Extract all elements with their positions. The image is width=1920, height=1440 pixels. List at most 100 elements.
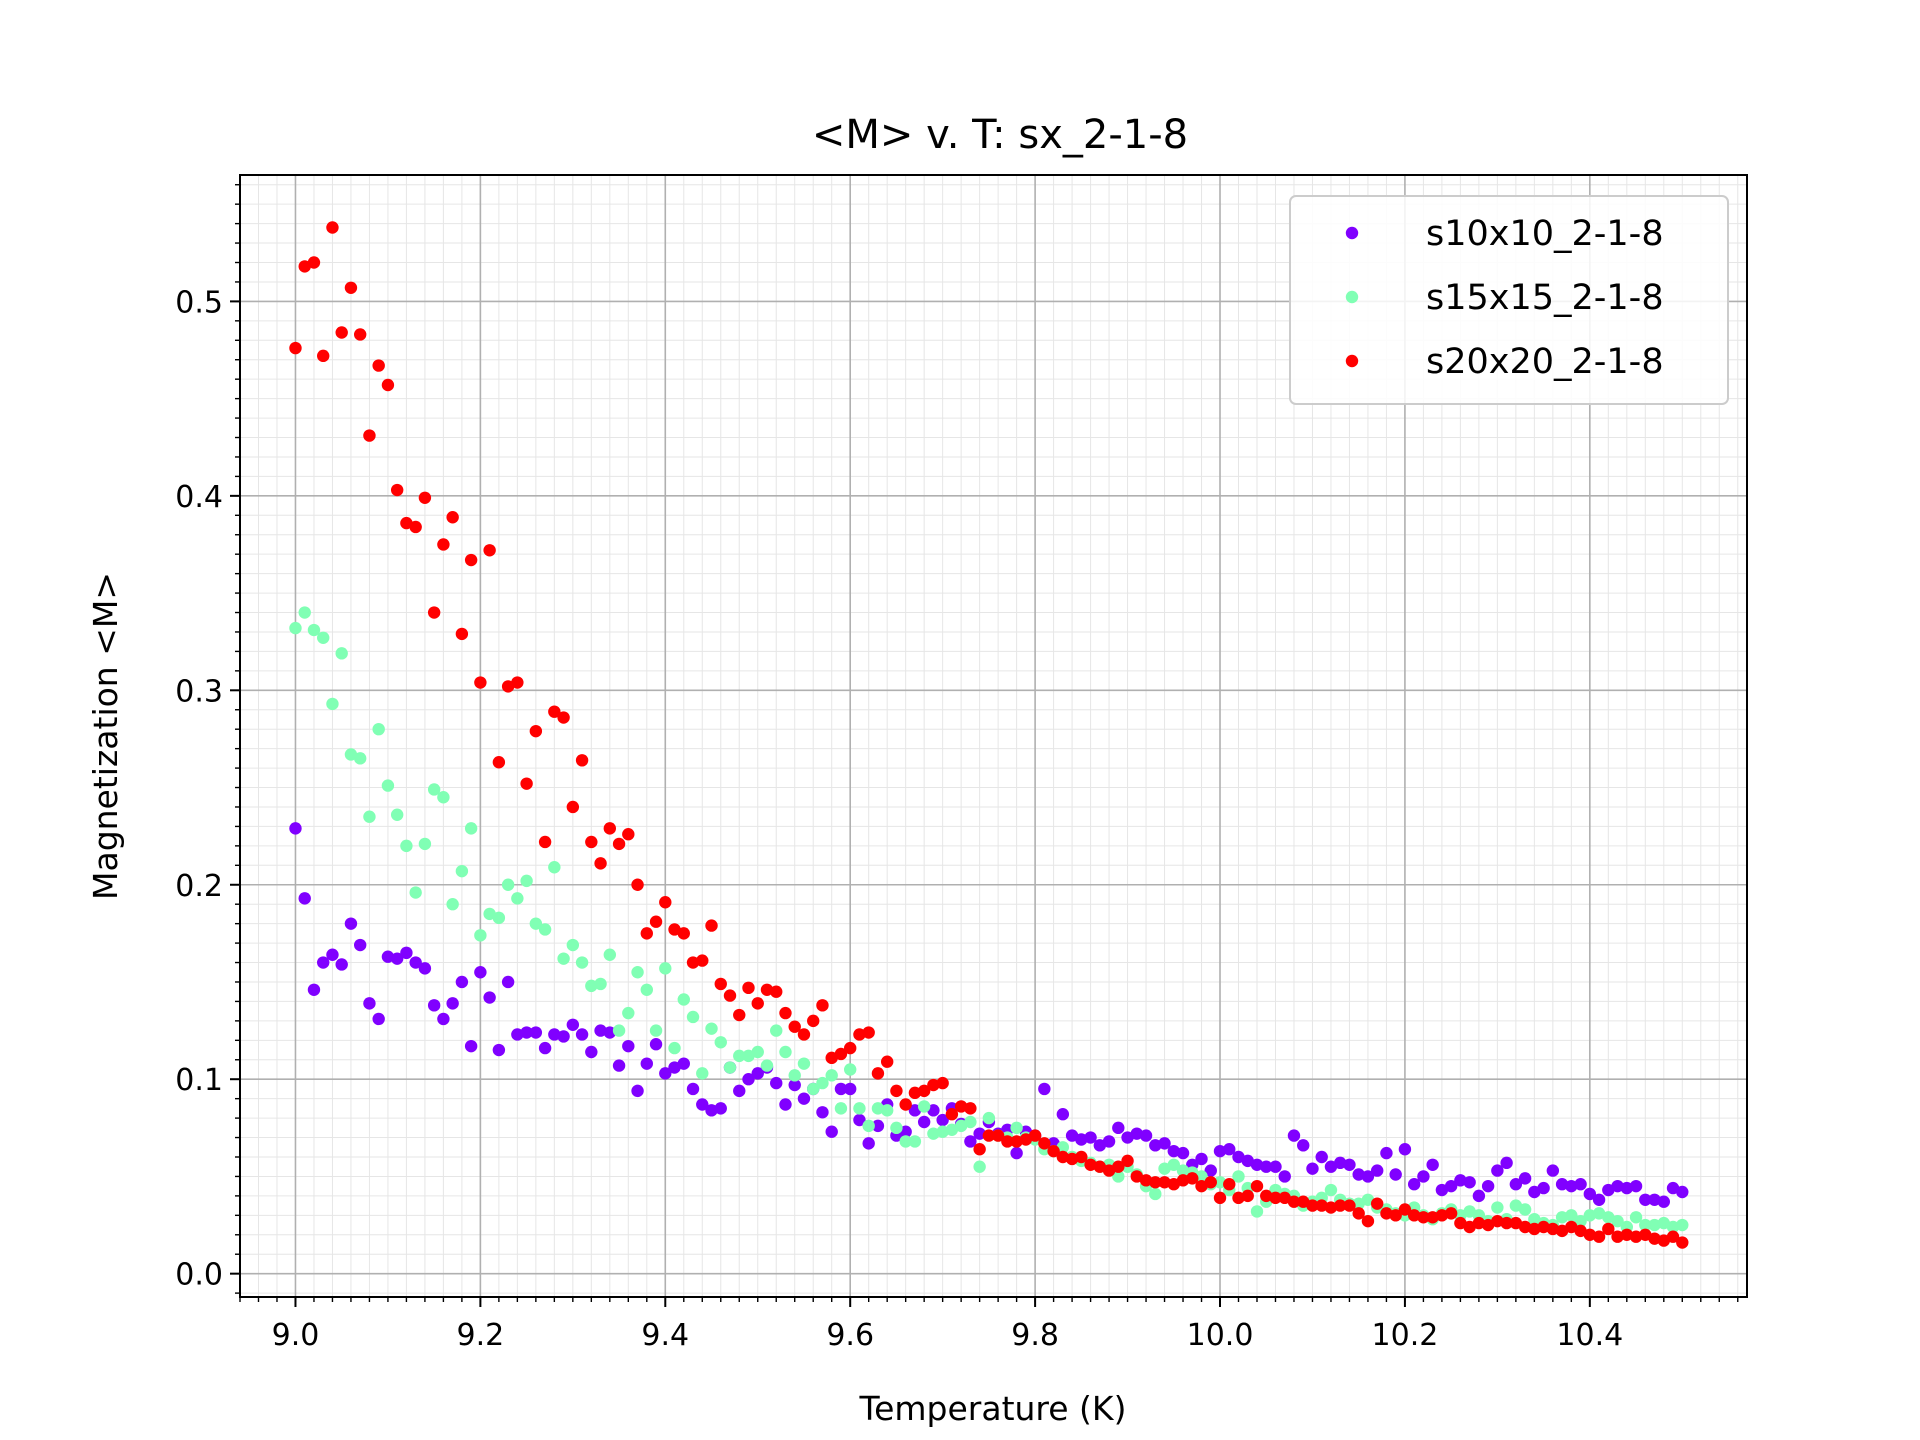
data-point bbox=[400, 946, 413, 960]
data-point bbox=[751, 1045, 764, 1059]
data-point bbox=[372, 359, 385, 372]
data-point bbox=[1370, 1197, 1384, 1210]
data-point bbox=[917, 1115, 931, 1129]
data-point bbox=[1454, 1174, 1467, 1187]
data-point bbox=[908, 1135, 922, 1148]
data-point bbox=[1611, 1179, 1624, 1193]
data-point bbox=[1010, 1121, 1023, 1135]
data-point bbox=[455, 627, 469, 641]
data-point bbox=[1491, 1214, 1504, 1228]
data-point bbox=[557, 952, 570, 965]
data-point bbox=[548, 1028, 561, 1041]
x-tick-label: 9.6 bbox=[826, 1318, 874, 1353]
data-point bbox=[723, 989, 737, 1002]
data-point bbox=[1352, 1207, 1365, 1220]
data-point bbox=[964, 1115, 977, 1129]
data-point bbox=[880, 1055, 894, 1068]
data-point bbox=[964, 1135, 977, 1148]
data-point bbox=[390, 483, 404, 497]
data-point bbox=[1149, 1139, 1162, 1152]
data-point bbox=[770, 1076, 783, 1090]
data-point bbox=[1139, 1174, 1153, 1187]
data-point bbox=[1546, 1222, 1560, 1236]
data-point bbox=[982, 1129, 996, 1142]
data-point bbox=[1639, 1218, 1652, 1232]
data-point bbox=[742, 981, 755, 995]
data-point bbox=[659, 1067, 672, 1080]
x-axis-label: Temperature (K) bbox=[859, 1389, 1127, 1428]
legend-label: s10x10_2-1-8 bbox=[1426, 214, 1664, 254]
x-tick-label: 10.0 bbox=[1187, 1318, 1254, 1353]
data-point bbox=[409, 886, 422, 899]
data-point bbox=[363, 810, 376, 823]
data-point bbox=[834, 1082, 848, 1096]
data-point bbox=[353, 752, 367, 765]
data-point bbox=[788, 1078, 801, 1092]
data-point bbox=[1528, 1222, 1541, 1236]
legend-label: s15x15_2-1-8 bbox=[1426, 278, 1664, 318]
data-point bbox=[954, 1100, 968, 1113]
data-point bbox=[455, 975, 469, 989]
x-tick-label: 10.2 bbox=[1372, 1318, 1439, 1353]
data-point bbox=[807, 1014, 820, 1028]
data-point bbox=[594, 857, 607, 870]
data-point bbox=[585, 1045, 598, 1059]
data-point bbox=[677, 993, 690, 1006]
data-point bbox=[1278, 1170, 1291, 1183]
data-point bbox=[1611, 1230, 1624, 1243]
data-points bbox=[289, 221, 1689, 1249]
data-point bbox=[1426, 1158, 1439, 1171]
data-point bbox=[659, 896, 672, 909]
data-point bbox=[659, 962, 672, 975]
data-point bbox=[649, 915, 663, 928]
data-point bbox=[372, 1012, 385, 1026]
data-point bbox=[1518, 1172, 1532, 1185]
data-point bbox=[1047, 1144, 1060, 1158]
data-point bbox=[788, 1069, 801, 1082]
data-point bbox=[1361, 1214, 1375, 1228]
data-point bbox=[1657, 1195, 1670, 1208]
data-point bbox=[1463, 1176, 1476, 1189]
y-tick-label: 0.2 bbox=[175, 869, 223, 904]
data-point bbox=[1232, 1191, 1245, 1205]
data-point bbox=[575, 754, 589, 767]
data-point bbox=[816, 999, 829, 1012]
x-tick-label: 9.8 bbox=[1011, 1318, 1059, 1353]
data-point bbox=[1518, 1220, 1532, 1234]
data-point bbox=[917, 1084, 931, 1098]
data-point bbox=[1472, 1216, 1486, 1230]
data-point bbox=[437, 791, 450, 804]
data-point bbox=[390, 952, 404, 965]
data-point bbox=[834, 1047, 848, 1061]
data-point bbox=[1204, 1164, 1217, 1177]
data-point bbox=[326, 221, 339, 234]
data-point bbox=[1472, 1189, 1486, 1203]
data-point bbox=[289, 621, 302, 635]
data-point bbox=[1537, 1220, 1550, 1234]
data-point bbox=[344, 281, 358, 294]
data-point bbox=[1056, 1150, 1070, 1164]
data-point bbox=[1001, 1135, 1014, 1148]
data-point bbox=[686, 1082, 700, 1096]
data-point bbox=[927, 1127, 940, 1140]
data-point bbox=[1084, 1158, 1097, 1171]
data-point bbox=[1343, 1199, 1356, 1212]
data-point bbox=[1565, 1209, 1578, 1222]
data-point bbox=[501, 975, 515, 989]
data-point bbox=[585, 835, 598, 849]
data-point bbox=[871, 1102, 885, 1115]
y-axis-label: Magnetization <M> bbox=[86, 572, 125, 900]
data-point bbox=[1186, 1172, 1199, 1185]
data-point bbox=[1639, 1193, 1652, 1206]
data-point bbox=[1417, 1211, 1430, 1224]
data-point bbox=[603, 1026, 617, 1039]
data-point bbox=[538, 835, 552, 849]
data-point bbox=[1435, 1209, 1449, 1222]
data-point bbox=[557, 711, 570, 724]
data-point bbox=[353, 938, 367, 952]
data-point bbox=[381, 378, 395, 392]
data-point bbox=[1629, 1230, 1643, 1243]
data-point bbox=[1444, 1179, 1458, 1193]
data-point bbox=[862, 1137, 875, 1150]
data-point bbox=[520, 874, 533, 888]
